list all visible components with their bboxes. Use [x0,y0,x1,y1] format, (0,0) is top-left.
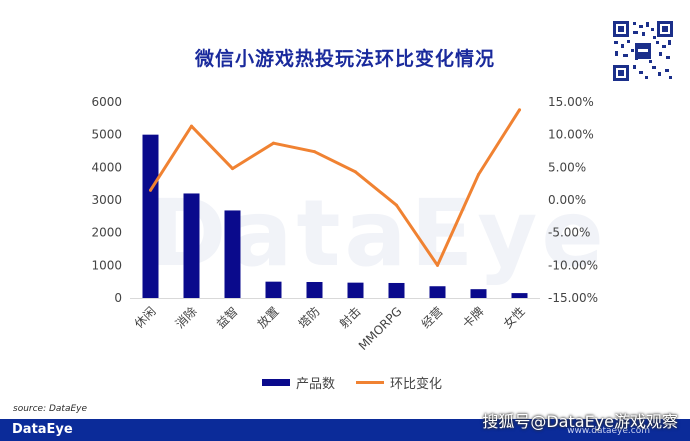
line-point-0 [149,188,152,192]
left-tick-label: 2000 [91,226,122,240]
legend-swatch-line [356,381,384,384]
left-tick-label: 1000 [91,258,122,272]
right-tick-label: -5.00% [548,226,590,240]
right-tick-label: 15.00% [548,95,594,109]
legend-item-products: 产品数 [262,373,335,392]
left-tick-label: 3000 [91,193,122,207]
line-point-1 [190,124,193,128]
line-point-9 [518,108,521,112]
bar-7 [429,286,446,298]
category-label-8: 卡牌 [460,304,487,331]
legend-item-change: 环比变化 [356,373,442,392]
bar-6 [388,282,405,298]
right-tick-label: 10.00% [548,128,594,142]
chart-title: 微信小游戏热投玩法环比变化情况 [194,48,495,70]
bar-2 [224,210,241,298]
category-label-6: MMORPG [356,304,405,353]
line-point-7 [436,263,439,267]
line-point-2 [231,167,234,171]
right-tick-label: -15.00% [548,291,598,305]
category-label-1: 消除 [172,304,200,332]
line-point-8 [477,173,480,177]
line-point-6 [395,203,398,207]
category-label-0: 休闲 [132,304,159,331]
bar-9 [511,293,528,298]
bar-4 [306,281,323,298]
bar-5 [347,282,364,298]
bar-1 [183,193,200,298]
category-label-5: 射击 [336,304,364,332]
left-tick-label: 0 [114,291,122,305]
category-label-3: 放置 [254,304,282,332]
bar-8 [470,289,487,298]
category-label-7: 经营 [419,304,446,331]
bar-0 [142,134,159,298]
legend-label-change: 环比变化 [390,377,443,392]
credit-overlay: 搜狐号@DataEye游戏观察 [482,412,678,431]
bar-3 [265,281,282,298]
right-tick-label: -10.00% [548,258,598,272]
legend: 产品数 环比变化 [0,373,690,393]
legend-label-products: 产品数 [296,377,336,392]
footer-site: www.dataeye.com [567,426,650,436]
legend-swatch-bar [262,379,290,386]
footer-bar: DataEye www.dataeye.com [0,419,690,441]
line-point-3 [272,141,275,145]
footer-brand: DataEye [12,422,73,437]
category-label-9: 女性 [500,304,528,332]
left-tick-label: 5000 [91,128,122,142]
right-tick-label: 0.00% [548,193,586,207]
qr-code [611,19,675,83]
source-note: source: DataEye [13,404,88,414]
line-point-4 [313,150,316,154]
left-tick-label: 6000 [91,95,122,109]
right-tick-label: 5.00% [548,160,586,174]
line-series-change [149,108,521,267]
category-label-4: 塔防 [295,304,323,332]
line-point-5 [354,170,357,174]
category-label-2: 益智 [213,304,241,332]
left-tick-label: 4000 [91,160,122,174]
